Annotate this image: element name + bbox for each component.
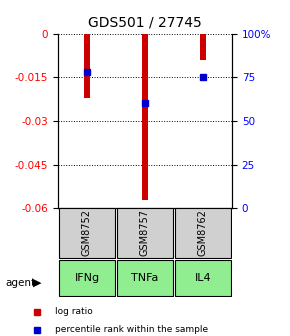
Bar xyxy=(200,34,206,60)
FancyBboxPatch shape xyxy=(59,260,115,296)
Text: TNFa: TNFa xyxy=(131,273,159,283)
Text: ▶: ▶ xyxy=(33,278,42,288)
Bar xyxy=(84,34,90,98)
Text: agent: agent xyxy=(6,278,36,288)
Text: GSM8752: GSM8752 xyxy=(82,209,92,256)
Text: percentile rank within the sample: percentile rank within the sample xyxy=(55,326,208,334)
Text: GSM8757: GSM8757 xyxy=(140,209,150,256)
Text: IL4: IL4 xyxy=(195,273,211,283)
Text: GSM8762: GSM8762 xyxy=(198,209,208,256)
FancyBboxPatch shape xyxy=(59,208,115,258)
FancyBboxPatch shape xyxy=(117,208,173,258)
Text: IFNg: IFNg xyxy=(75,273,99,283)
FancyBboxPatch shape xyxy=(175,260,231,296)
FancyBboxPatch shape xyxy=(175,208,231,258)
Bar xyxy=(142,34,148,200)
Text: log ratio: log ratio xyxy=(55,307,92,316)
FancyBboxPatch shape xyxy=(117,260,173,296)
Text: GDS501 / 27745: GDS501 / 27745 xyxy=(88,15,202,29)
